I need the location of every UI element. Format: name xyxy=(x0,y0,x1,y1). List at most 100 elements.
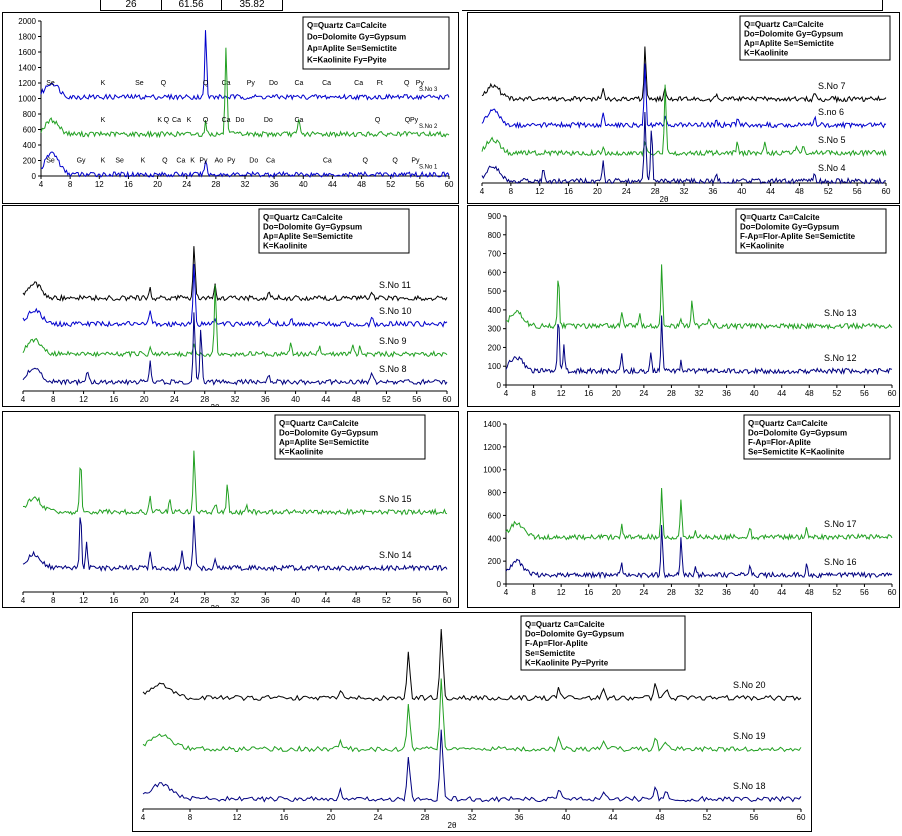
y-tick-label: 600 xyxy=(488,268,502,277)
x-tick-label: 56 xyxy=(860,588,869,597)
peak-label: Q xyxy=(362,157,368,164)
peak-label: Ca xyxy=(294,117,303,124)
series-line xyxy=(481,84,887,158)
legend-entry: Do=Dolomite Gy=Gypsum xyxy=(263,223,362,232)
x-tick-label: 36 xyxy=(722,588,731,597)
legend-entry: K=Kaolinite Py=Pyrite xyxy=(525,658,609,667)
peak-label: Do xyxy=(235,117,244,124)
series-line xyxy=(22,450,448,516)
peak-label: Ca xyxy=(222,80,231,87)
x-tick-label: 48 xyxy=(805,389,814,398)
y-tick-label: 0 xyxy=(497,381,502,390)
series-label: S.no 6 xyxy=(818,107,844,117)
legend-entry: Do=Dolomite Gy=Gypsum xyxy=(307,33,406,42)
peak-label: Q xyxy=(162,157,168,164)
chart-p4: 4 8 12 16 20 24 28 32 36 40 44 48 52 56 60010020030040… xyxy=(488,208,897,398)
xrd-panel-6: 4 8 12 16 20 24 28 32 36 40 44 48 52 56 60 0 200 400 600 80… xyxy=(467,411,900,608)
x-tick-label: 40 xyxy=(562,813,571,822)
peak-label: Py xyxy=(411,157,420,164)
y-tick-label: 600 xyxy=(488,511,502,520)
x-tick-label: 48 xyxy=(795,187,804,196)
x-tick-label: 36 xyxy=(515,813,524,822)
peak-label: K xyxy=(157,117,162,124)
x-tick-label: 44 xyxy=(321,395,330,404)
x-tick-label: 8 xyxy=(531,389,536,398)
peak-label: Ft xyxy=(377,80,383,87)
peak-label: Ca xyxy=(354,80,363,87)
peak-label: Do xyxy=(269,80,278,87)
peak-label: Q xyxy=(375,117,381,124)
series-label: S.No 5 xyxy=(818,135,846,145)
y-tick-label: 1800 xyxy=(18,33,36,42)
xrd-panel-7: 4 8 12 16 20 24 28 32 36 40 44 48 52 56 60 2θ S.No 20 S.N… xyxy=(132,612,812,832)
x-tick-label: 24 xyxy=(639,389,648,398)
peak-label: K xyxy=(141,157,146,164)
x-tick-label: 16 xyxy=(109,596,118,605)
legend-entry: Q=Quartz Ca=Calcite xyxy=(740,213,820,222)
peak-label: Q xyxy=(161,80,167,87)
peak-label: Se xyxy=(46,157,55,164)
xrd-panel-4: 4 8 12 16 20 24 28 32 36 40 44 48 52 56 60 0 100 200 300 40… xyxy=(467,205,900,407)
x-tick-label: 16 xyxy=(109,395,118,404)
x-tick-label: 48 xyxy=(805,588,814,597)
x-tick-label: 4 xyxy=(141,813,146,822)
table-cell: 61.56 xyxy=(161,0,222,11)
series-label: S.No 9 xyxy=(379,336,407,346)
legend-entry: K=Kaolinite xyxy=(279,448,324,457)
x-tick-label: 36 xyxy=(722,389,731,398)
x-tick-label: 40 xyxy=(291,596,300,605)
x-tick-label: 52 xyxy=(386,180,395,189)
x-tick-label: 52 xyxy=(703,813,712,822)
x-tick-label: 4 xyxy=(39,180,44,189)
legend-entry: Q=Quartz Ca=Calcite xyxy=(744,20,824,29)
series-label: S.No 12 xyxy=(824,353,857,363)
series-label: S.No 16 xyxy=(824,557,857,567)
x-tick-label: 56 xyxy=(750,813,759,822)
series-label: S.No 4 xyxy=(818,163,846,173)
y-tick-label: 1000 xyxy=(483,466,501,475)
series-line xyxy=(22,263,448,328)
xrd-panel-2: 4 8 12 16 20 24 28 32 36 40 44 48 52 56 60 2θ S.No 7 S.no… xyxy=(467,12,900,204)
legend-entry: K=Kaolinite Fy=Pyite xyxy=(307,56,387,65)
series-line xyxy=(40,30,450,101)
peak-label: Se xyxy=(46,80,55,87)
legend-box xyxy=(520,615,686,671)
x-tick-label: 52 xyxy=(832,389,841,398)
peak-label: Ca xyxy=(294,80,303,87)
series-label: S.No 7 xyxy=(818,81,846,91)
legend-entry: Q=Quartz Ca=Calcite xyxy=(279,419,359,428)
x-tick-label: 16 xyxy=(280,813,289,822)
x-tick-label: 32 xyxy=(231,395,240,404)
x-tick-label: 32 xyxy=(231,596,240,605)
y-tick-label: 200 xyxy=(488,557,502,566)
legend-entry: Se=Semictite xyxy=(525,649,576,658)
y-tick-label: 1200 xyxy=(483,443,501,452)
series-line xyxy=(22,246,448,302)
legend-box xyxy=(274,414,426,460)
x-tick-label: 36 xyxy=(708,187,717,196)
legend-entry: Q=Quartz Ca=Calcite xyxy=(307,21,387,30)
y-tick-label: 600 xyxy=(23,126,37,135)
y-tick-label: 0 xyxy=(32,172,37,181)
x-tick-label: 20 xyxy=(140,596,149,605)
peak-label: Ca xyxy=(266,157,275,164)
xrd-panel-1: 4 8 12 16 20 24 28 32 36 40 44 48 52 56 60 0 200 400 600 80… xyxy=(2,12,459,204)
legend-entry: Do=Dolomite Gy=Gypsum xyxy=(525,630,624,639)
x-axis-label: 2θ xyxy=(660,195,669,203)
x-tick-label: 24 xyxy=(374,813,383,822)
table-cell xyxy=(462,0,883,11)
x-axis-label: 2θ xyxy=(448,821,457,830)
legend-entry: Do=Dolomite Gy=Gypsum xyxy=(748,429,847,438)
y-tick-label: 200 xyxy=(23,157,37,166)
legend-entry: Ap=Aplite Se=Semictite xyxy=(263,232,353,241)
legend-entry: Do=Dolomite Gy=Gypsum xyxy=(744,30,843,39)
y-tick-label: 800 xyxy=(23,110,37,119)
y-tick-label: 1400 xyxy=(483,420,501,429)
y-tick-label: 400 xyxy=(23,141,37,150)
x-tick-label: 24 xyxy=(170,395,179,404)
x-tick-label: 52 xyxy=(824,187,833,196)
legend-entry: F-Ap=Flor-Aplite Se=Semictite xyxy=(740,232,856,241)
x-tick-label: 48 xyxy=(357,180,366,189)
legend-entry: Se=Semictite K=Kaolinite xyxy=(748,448,845,457)
